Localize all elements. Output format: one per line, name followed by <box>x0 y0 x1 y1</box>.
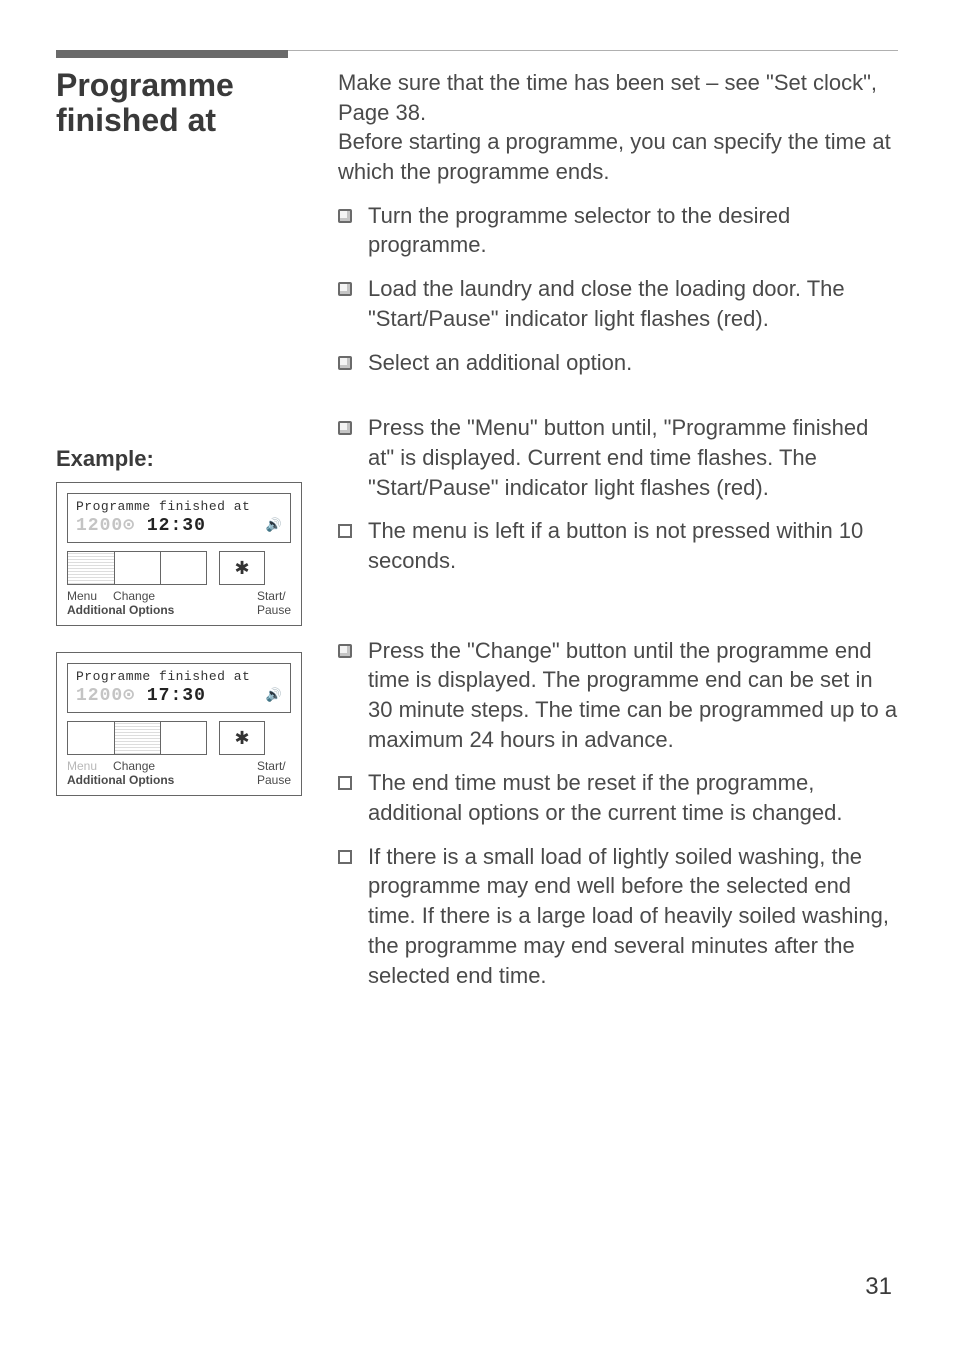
selector-strip-2 <box>67 721 207 755</box>
block2-sq: Press the "Change" button until the prog… <box>368 636 898 755</box>
start-label-2: Start/ <box>257 759 291 773</box>
display-panel-2: Programme finished at 1200⊙ 17:30 🔊 ✱ Me… <box>56 652 302 796</box>
header-rule-dark <box>56 50 288 58</box>
start-label-1: Start/ <box>257 589 291 603</box>
start-pause-box-2: ✱ <box>219 721 265 755</box>
lcd-title-1: Programme finished at <box>76 499 282 514</box>
selector-strip-1 <box>67 551 207 585</box>
bullet-icon <box>338 421 352 435</box>
page-body: Programme finished at Example: Programme… <box>56 50 898 1004</box>
block1-list: Press the "Menu" button until, "Programm… <box>338 413 898 575</box>
additional-options-label-2: Additional Options <box>67 773 174 787</box>
note-icon <box>338 524 352 538</box>
menu-label-2: Menu <box>67 759 97 773</box>
lcd-1: Programme finished at 1200⊙ 12:30 🔊 <box>67 493 291 543</box>
change-label-2: Change <box>113 759 155 773</box>
speaker-icon: 🔊 <box>266 518 282 533</box>
page-number: 31 <box>865 1273 892 1301</box>
lcd-readout-2: 1200⊙ 17:30 <box>76 684 206 706</box>
intro-text: Make sure that the time has been set – s… <box>338 68 898 187</box>
snowflake-icon: ✱ <box>234 728 249 749</box>
right-column: Make sure that the time has been set – s… <box>338 68 898 1004</box>
step-a-1: Load the laundry and close the loading d… <box>368 274 898 333</box>
example-heading: Example: <box>56 446 308 472</box>
change-label-1: Change <box>113 589 155 603</box>
display-panel-1: Programme finished at 1200⊙ 12:30 🔊 ✱ Me… <box>56 482 302 626</box>
header-rule-light <box>288 50 898 51</box>
lcd-readout-1: 1200⊙ 12:30 <box>76 514 206 536</box>
note-icon <box>338 776 352 790</box>
bullet-icon <box>338 644 352 658</box>
menu-label-1: Menu <box>67 589 97 603</box>
left-column: Programme finished at Example: Programme… <box>56 68 308 1004</box>
steps-list-a: Turn the programme selector to the desir… <box>338 201 898 377</box>
block2-list: Press the "Change" button until the prog… <box>338 636 898 991</box>
lcd-title-2: Programme finished at <box>76 669 282 684</box>
bullet-icon <box>338 209 352 223</box>
pause-label-1: Pause <box>257 603 291 617</box>
snowflake-icon: ✱ <box>234 558 249 579</box>
block1-sq: Press the "Menu" button until, "Programm… <box>368 413 898 502</box>
lcd-2: Programme finished at 1200⊙ 17:30 🔊 <box>67 663 291 713</box>
block1-note: The menu is left if a button is not pres… <box>368 516 898 575</box>
bullet-icon <box>338 356 352 370</box>
left-spacer <box>56 166 308 446</box>
speaker-icon: 🔊 <box>266 688 282 703</box>
bullet-icon <box>338 282 352 296</box>
block2-note2: If there is a small load of lightly soil… <box>368 842 898 990</box>
step-a-0: Turn the programme selector to the desir… <box>368 201 898 260</box>
pause-label-2: Pause <box>257 773 291 787</box>
block2-note1: The end time must be reset if the progra… <box>368 768 898 827</box>
start-pause-box-1: ✱ <box>219 551 265 585</box>
note-icon <box>338 850 352 864</box>
step-a-2: Select an additional option. <box>368 348 632 378</box>
additional-options-label-1: Additional Options <box>67 603 174 617</box>
page-title: Programme finished at <box>56 68 308 138</box>
